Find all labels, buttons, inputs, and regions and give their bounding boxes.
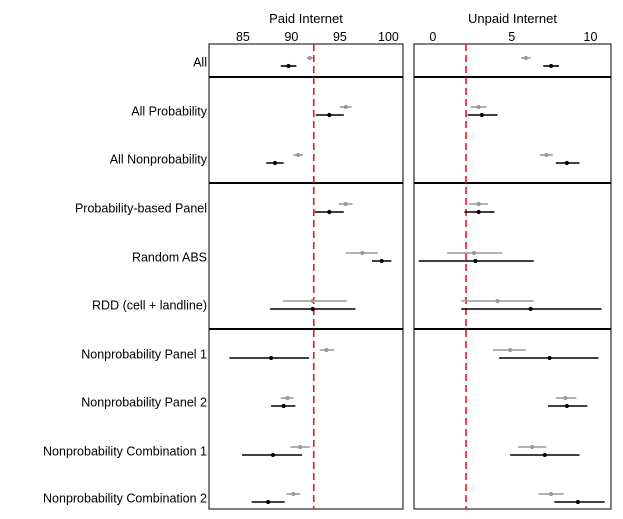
point-upper [544,152,549,158]
point-lower [542,452,547,458]
point-upper [523,55,528,61]
point-upper [530,444,535,450]
point-lower [327,112,332,118]
panel-title: Unpaid Internet [468,11,557,26]
x-tick-label: 0 [429,30,436,44]
point-upper [549,491,554,497]
point-lower [549,63,554,69]
x-tick-label: 95 [333,30,347,44]
point-upper [476,104,481,110]
row-label: Random ABS [132,251,207,265]
x-tick-label: 90 [284,30,298,44]
point-upper [360,250,365,256]
point-lower [327,209,332,215]
point-upper [476,201,481,207]
panel-frame [413,43,612,510]
point-upper [285,395,290,401]
row-label: Nonprobability Combination 1 [43,445,207,459]
row-label: Nonprobability Combination 2 [43,492,207,506]
point-upper [324,347,329,353]
point-upper [563,395,568,401]
row-label: All Probability [131,105,207,119]
row-label: Nonprobability Panel 2 [81,396,207,410]
point-lower [268,355,274,361]
row-label: Nonprobability Panel 1 [81,348,207,362]
panel-title: Paid Internet [269,11,343,26]
point-lower [564,160,569,166]
point-lower [479,112,484,118]
point-upper [296,152,301,158]
point-upper [343,201,348,207]
point-upper [298,444,303,450]
panel-1: Unpaid Internet 0 5 10 [413,11,612,510]
point-lower [281,403,286,409]
x-tick-label: 85 [236,30,250,44]
panel-frame [208,43,404,510]
point-upper [291,491,296,497]
point-lower [379,258,384,264]
point-lower [476,209,481,215]
point-lower [270,452,276,458]
point-lower [473,258,478,264]
point-lower [547,355,552,361]
point-upper [307,55,312,61]
point-upper [495,298,500,304]
point-lower [286,63,291,69]
point-lower [528,306,533,312]
point-lower [310,306,315,312]
panel-0: Paid Internet 85 90 95 100 [208,11,404,510]
row-label: RDD (cell + landline) [92,299,207,313]
x-tick-label: 5 [508,30,515,44]
point-upper [343,104,348,110]
x-tick-label: 10 [584,30,598,44]
point-upper [508,347,513,353]
point-upper [310,298,315,304]
point-lower [272,160,278,166]
x-tick-label: 100 [378,30,399,44]
point-lower [266,499,271,505]
point-lower [564,403,569,409]
point-upper [471,250,476,256]
point-lower [575,499,581,505]
row-label: Probability-based Panel [75,202,207,216]
row-label: All Nonprobability [110,153,208,167]
row-label: All [193,56,207,70]
